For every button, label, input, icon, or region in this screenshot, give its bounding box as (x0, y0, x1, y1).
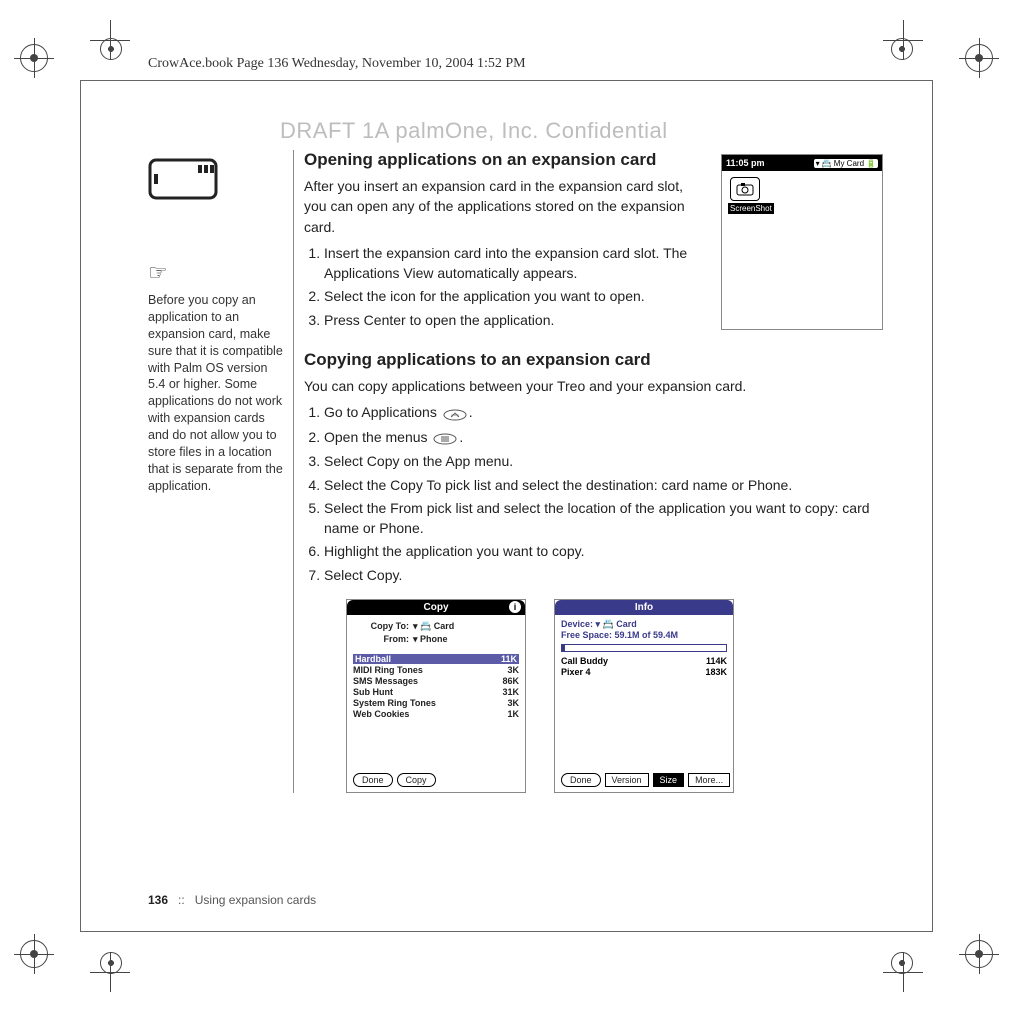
tip-hand-icon: ☞ (148, 260, 283, 286)
crop-target (891, 38, 913, 60)
copy-dialog-body: Copy To: ▾ 📇 Card From: ▾ Phone Hardball11… (347, 615, 525, 768)
copy-dialog-footer: Done Copy (347, 768, 525, 792)
applications-view-screenshot: 11:05 pm ▾ 📇 My Card 🔋 ScreenShot (721, 154, 883, 330)
from-label: From: (353, 634, 409, 645)
copy-dialog-title: Copy i (347, 600, 525, 615)
section1-intro: After you insert an expansion card in th… (304, 176, 707, 237)
list-row: System Ring Tones3K (353, 698, 519, 708)
step: Select Copy. (324, 565, 883, 585)
info-dialog-body: Device: ▾ 📇 Card Free Space: 59.1M of 59… (555, 615, 733, 768)
more-button| more-button[interactable]: More... (688, 773, 730, 787)
chapter-title: Using expansion cards (195, 893, 316, 907)
screenshot-category: ▾ 📇 My Card 🔋 (814, 159, 878, 168)
info-dialog: Info Device: ▾ 📇 Card Free Space: 59.1M … (554, 599, 734, 793)
list-row: Pixer 4183K (561, 667, 727, 677)
list-row: Web Cookies1K (353, 709, 519, 719)
from-value: ▾ Phone (413, 634, 448, 645)
step: Go to Applications . (324, 402, 883, 423)
registration-mark (965, 940, 993, 968)
sidebar: ☞ Before you copy an application to an e… (148, 150, 293, 793)
section2-intro: You can copy applications between your T… (304, 376, 883, 396)
section2-steps: Go to Applications . Open the menus . Se… (304, 402, 883, 585)
crop-target (100, 38, 122, 60)
list-row: Sub Hunt31K (353, 687, 519, 697)
list-row: Call Buddy114K (561, 656, 727, 666)
tip-text: Before you copy an application to an exp… (148, 292, 283, 495)
screenshot-time: 11:05 pm (726, 158, 765, 168)
dialog-screenshots: Copy i Copy To: ▾ 📇 Card From: ▾ Phone Har… (346, 599, 883, 793)
section1-steps: Insert the expansion card into the expan… (304, 243, 707, 330)
step: Select the Copy To pick list and select … (324, 475, 883, 495)
watermark: DRAFT 1A palmOne, Inc. Confidential (280, 118, 668, 144)
copy-dialog: Copy i Copy To: ▾ 📇 Card From: ▾ Phone Har… (346, 599, 526, 793)
size-button[interactable]: Size (653, 773, 685, 787)
step: Open the menus . (324, 427, 883, 448)
free-space: Free Space: 59.1M of 59.4M (561, 630, 727, 640)
step: Select the From pick list and select the… (324, 498, 883, 539)
registration-mark (20, 44, 48, 72)
info-icon: i (509, 601, 521, 613)
screenshot-app-label: ScreenShot (728, 203, 774, 214)
info-dialog-title: Info (555, 600, 733, 615)
copy-to-label: Copy To: (353, 621, 409, 632)
sd-card-icon (148, 158, 220, 202)
version-button[interactable]: Version (605, 773, 649, 787)
section2-title: Copying applications to an expansion car… (304, 350, 883, 370)
content-area: ☞ Before you copy an application to an e… (148, 150, 883, 793)
step: Select Copy on the App menu. (324, 451, 883, 471)
step: Press Center to open the application. (324, 310, 707, 330)
list-row: MIDI Ring Tones3K (353, 665, 519, 675)
crop-target (100, 952, 122, 974)
copy-to-value: ▾ 📇 Card (413, 621, 454, 632)
page-footer: 136 :: Using expansion cards (148, 893, 316, 907)
footer-sep: :: (178, 893, 185, 907)
home-key-icon (441, 404, 469, 424)
done-button[interactable]: Done (353, 773, 393, 787)
crop-target (891, 952, 913, 974)
device-label: Device: (561, 619, 593, 629)
list-row: SMS Messages86K (353, 676, 519, 686)
registration-mark (965, 44, 993, 72)
menu-key-icon (431, 428, 459, 448)
info-dialog-footer: Done Version Size More... (555, 768, 733, 792)
copy-button[interactable]: Copy (397, 773, 436, 787)
done-button[interactable]: Done (561, 773, 601, 787)
page-number: 136 (148, 893, 168, 907)
step: Highlight the application you want to co… (324, 541, 883, 561)
framemaker-header: CrowAce.book Page 136 Wednesday, Novembe… (148, 56, 526, 72)
screenshot-titlebar: 11:05 pm ▾ 📇 My Card 🔋 (722, 155, 882, 171)
screenshot-app-icon: ScreenShot (728, 177, 762, 214)
registration-mark (20, 940, 48, 968)
step: Select the icon for the application you … (324, 286, 707, 306)
section1-title: Opening applications on an expansion car… (304, 150, 707, 170)
device-value: ▾ 📇 Card (596, 619, 637, 629)
step: Insert the expansion card into the expan… (324, 243, 707, 284)
main-column: Opening applications on an expansion car… (293, 150, 883, 793)
list-row: Hardball11K (353, 654, 519, 664)
